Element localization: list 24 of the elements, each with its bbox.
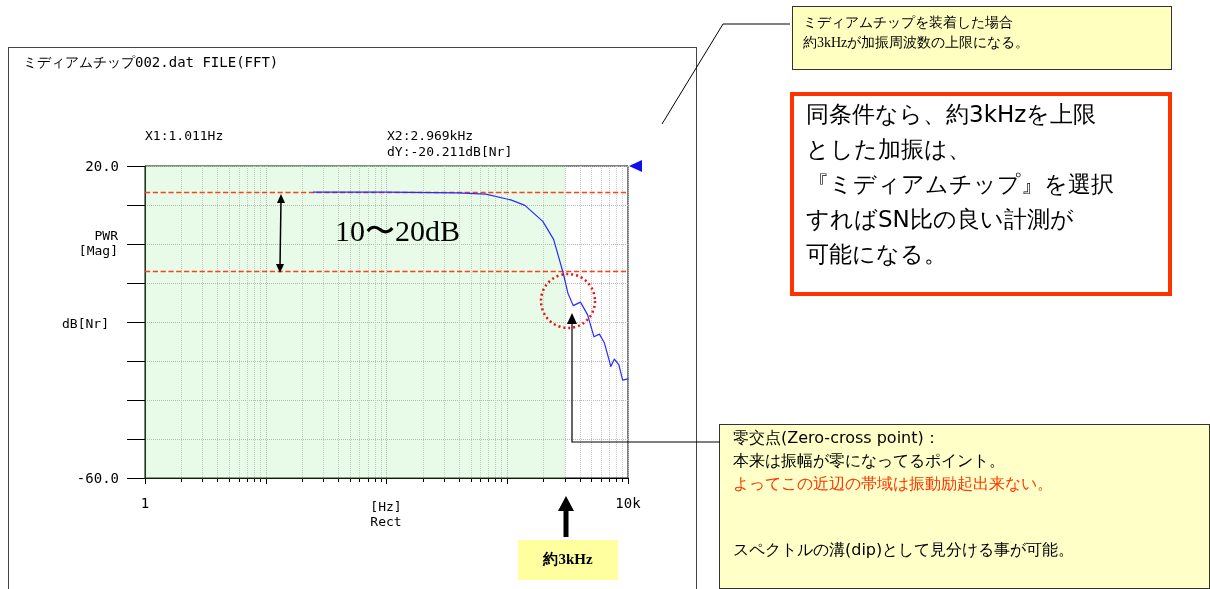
text: 零交点(Zero-cross point)： xyxy=(733,428,940,448)
text: 同条件なら、約3kHzを上限 xyxy=(806,100,1097,129)
text: 約3kHz xyxy=(541,550,594,569)
y-axis-title: PWR [Mag] xyxy=(77,228,118,258)
text: とした加振は、 xyxy=(806,135,971,164)
text: X1:1.011Hz xyxy=(145,128,224,145)
x-tick-label: 10k xyxy=(615,495,642,511)
text: 本来は振幅が零になってるポイント。 xyxy=(733,451,1005,471)
x-axis-title: [Hz] Rect xyxy=(369,499,403,529)
text: すればSN比の良い計測が xyxy=(806,205,1074,234)
text: 『ミディアムチップ』を選択 xyxy=(806,170,1114,199)
text: スペクトルの溝(dip)として見分ける事が可能。 xyxy=(733,540,1075,560)
x-tick-label: 1 xyxy=(140,495,150,511)
chart-title: ミディアムチップ002.dat FILE(FFT) xyxy=(23,54,279,70)
text: 約3kHzが加振周波数の上限になる。 xyxy=(803,34,1030,52)
text: X2:2.969kHz xyxy=(387,128,474,145)
text: 可能になる。 xyxy=(806,240,947,269)
y-tick-label: -60.0 xyxy=(76,470,119,486)
annotation: 10〜20dB xyxy=(335,213,461,249)
text: よってこの近辺の帯域は振動励起出来ない。 xyxy=(733,474,1053,494)
text: dY:-20.211dB[Nr] xyxy=(387,144,513,161)
text: ミディアムチップを装着した場合 xyxy=(803,14,1013,32)
text: dB[Nr] xyxy=(62,316,109,333)
y-tick-label: 20.0 xyxy=(85,158,119,174)
